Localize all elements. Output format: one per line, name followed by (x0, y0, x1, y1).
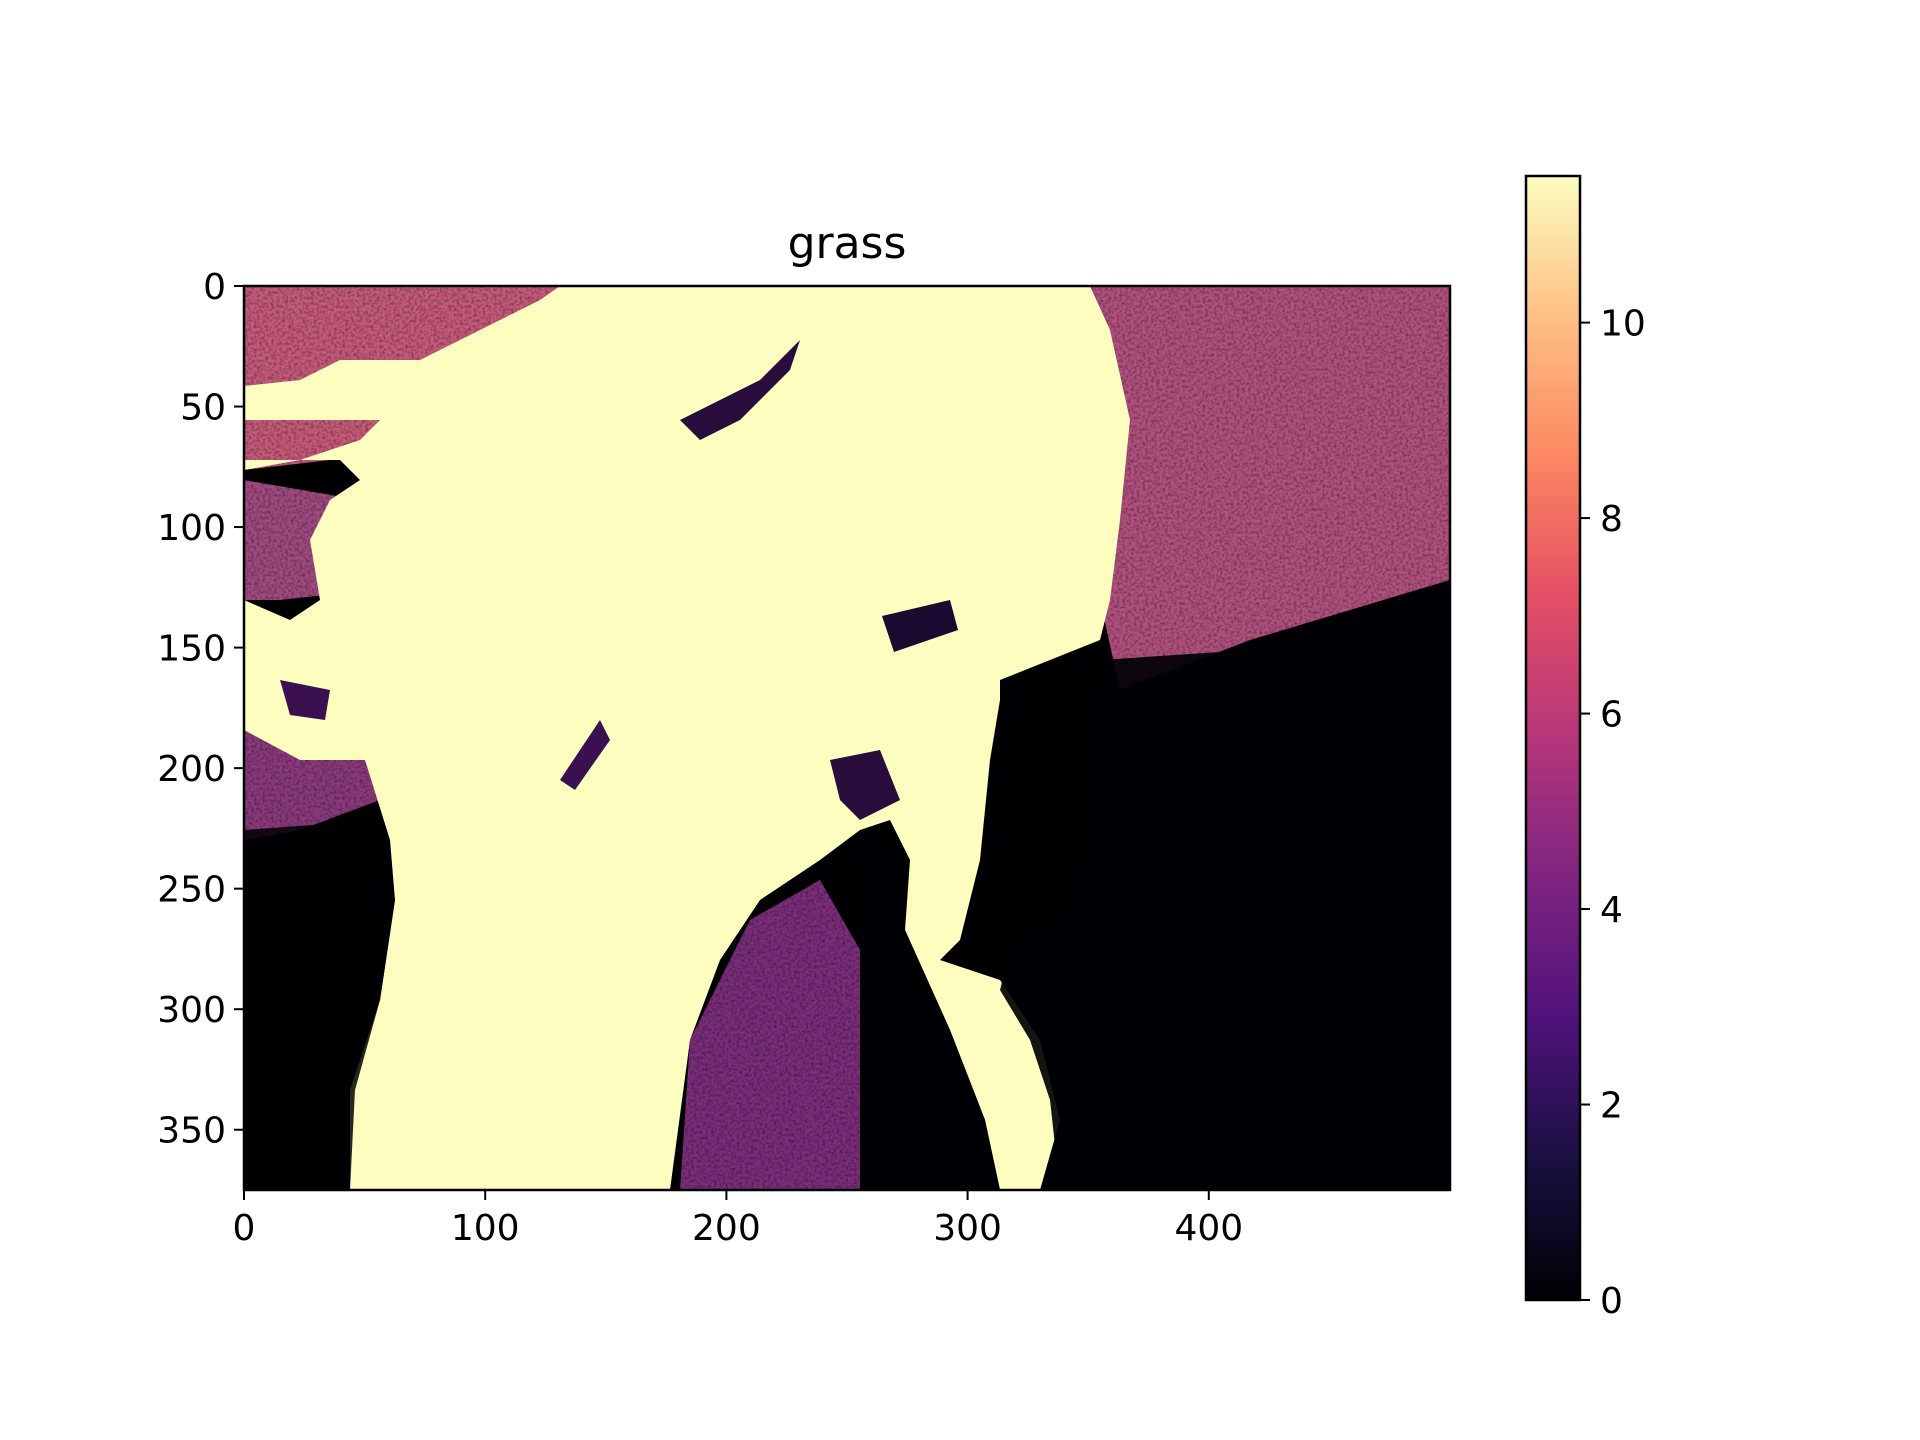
x-axis-ticks: 0 100 200 300 400 (233, 1190, 1243, 1249)
colorbar (1524, 174, 1582, 1302)
colorbar-tick-label: 6 (1600, 695, 1623, 736)
patch-left (280, 680, 330, 720)
y-tick-label: 300 (157, 990, 226, 1031)
x-tick-label: 200 (692, 1208, 761, 1249)
y-axis-ticks: 0 50 100 150 200 250 300 350 (157, 267, 244, 1152)
chart-title: grass (788, 218, 907, 269)
x-tick-label: 400 (1174, 1208, 1243, 1249)
y-tick-label: 50 (180, 388, 226, 429)
x-tick-label: 300 (933, 1208, 1002, 1249)
y-tick-label: 250 (157, 870, 226, 911)
region-high-value (244, 286, 1130, 1190)
region-low-right (1000, 580, 1450, 1190)
heatmap-image (244, 286, 1450, 1190)
colorbar-tick-label: 4 (1600, 890, 1623, 931)
y-tick-label: 200 (157, 749, 226, 790)
patch-upper-center (680, 340, 800, 440)
colorbar-tick-label: 2 (1600, 1086, 1623, 1127)
x-tick-label: 100 (451, 1208, 520, 1249)
y-tick-label: 100 (157, 508, 226, 549)
region-low-center (860, 830, 1000, 1190)
colorbar-tick-label: 8 (1600, 499, 1623, 540)
y-tick-label: 150 (157, 629, 226, 670)
y-tick-label: 350 (157, 1111, 226, 1152)
colorbar-ticks: 0 2 4 6 8 10 (1580, 304, 1646, 1322)
patch-rectangle (882, 600, 958, 652)
colorbar-tick-label: 10 (1600, 304, 1646, 345)
patch-mid-left (560, 720, 610, 790)
axes-frame (242, 284, 1452, 1192)
patch-mid (830, 750, 900, 820)
y-tick-label: 0 (203, 267, 226, 308)
colorbar-tick-label: 0 (1600, 1281, 1623, 1322)
region-low-left (244, 820, 395, 1190)
x-tick-label: 0 (233, 1208, 256, 1249)
